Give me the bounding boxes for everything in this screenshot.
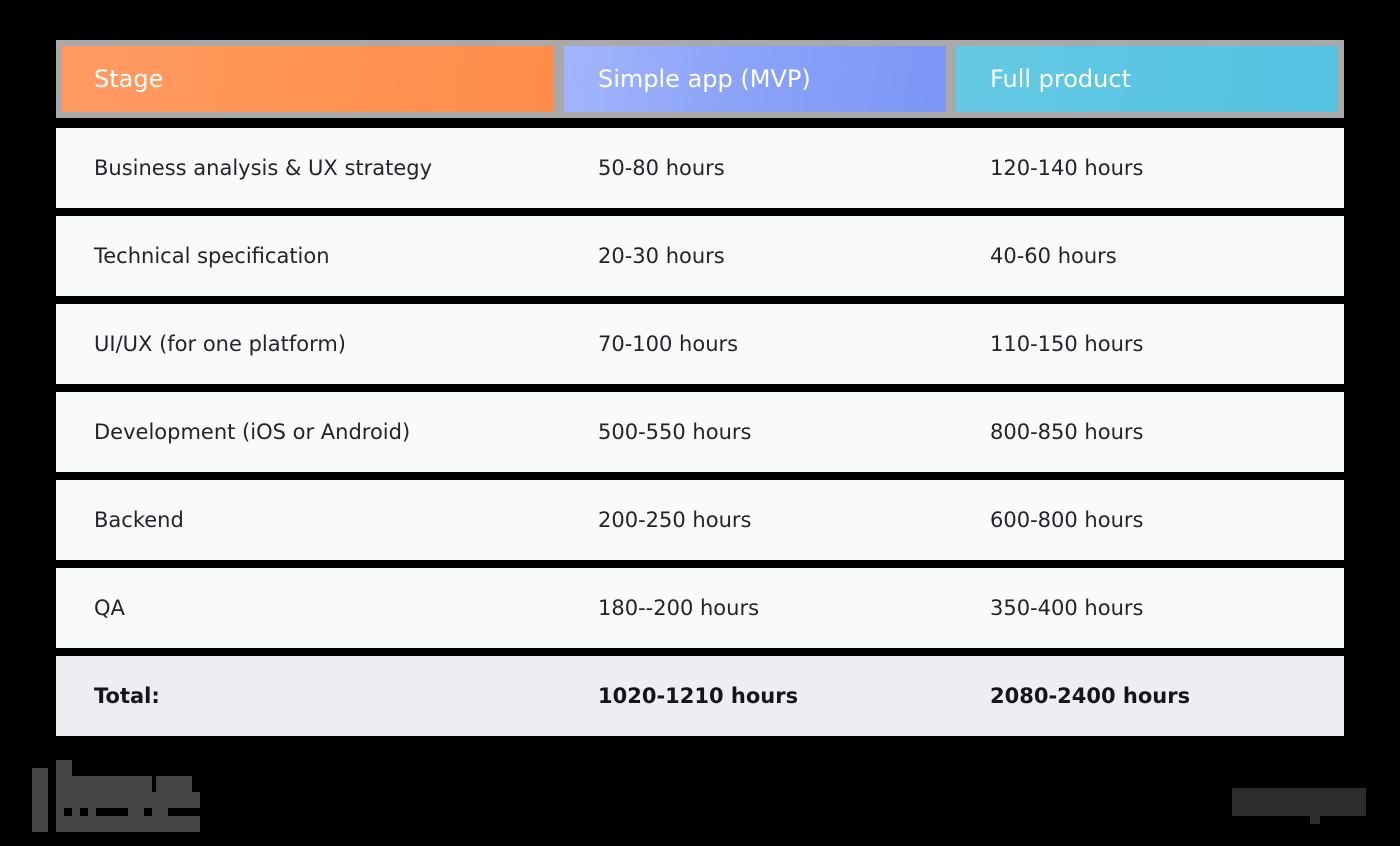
mvp-cell: 20-30 hours: [598, 244, 725, 268]
table-row: Development (iOS or Android) 500-550 hou…: [56, 392, 1344, 472]
stage-cell: Development (iOS or Android): [94, 420, 411, 444]
table-row: QA 180--200 hours 350-400 hours: [56, 568, 1344, 648]
mvp-cell: 500-550 hours: [598, 420, 752, 444]
full-cell: 800-850 hours: [990, 420, 1144, 444]
logo-left-icon: [32, 760, 200, 832]
total-label: Total:: [94, 684, 160, 708]
full-cell: 120-140 hours: [990, 156, 1144, 180]
mvp-cell: 200-250 hours: [598, 508, 752, 532]
stage-cell: UI/UX (for one platform): [94, 332, 346, 356]
stage-cell: QA: [94, 596, 125, 620]
total-mvp: 1020-1210 hours: [598, 684, 799, 708]
full-cell: 350-400 hours: [990, 596, 1144, 620]
table-row: Business analysis & UX strategy 50-80 ho…: [56, 128, 1344, 208]
header-full-product: Full product: [956, 46, 1338, 112]
full-cell: 110-150 hours: [990, 332, 1144, 356]
mvp-cell: 70-100 hours: [598, 332, 739, 356]
table-header: Stage Simple app (MVP) Full product: [56, 40, 1344, 118]
table-row: UI/UX (for one platform) 70-100 hours 11…: [56, 304, 1344, 384]
mvp-cell: 50-80 hours: [598, 156, 725, 180]
logo-right-icon: [1232, 784, 1366, 824]
table-row: Backend 200-250 hours 600-800 hours: [56, 480, 1344, 560]
stage-cell: Technical specification: [94, 244, 330, 268]
full-cell: 600-800 hours: [990, 508, 1144, 532]
full-cell: 40-60 hours: [990, 244, 1117, 268]
header-mvp: Simple app (MVP): [564, 46, 946, 112]
total-full: 2080-2400 hours: [990, 684, 1191, 708]
mvp-cell: 180--200 hours: [598, 596, 760, 620]
stage-cell: Backend: [94, 508, 184, 532]
table-row: Technical specification 20-30 hours 40-6…: [56, 216, 1344, 296]
header-stage: Stage: [62, 46, 554, 112]
total-row: Total: 1020-1210 hours 2080-2400 hours: [56, 656, 1344, 736]
stage-cell: Business analysis & UX strategy: [94, 156, 433, 180]
